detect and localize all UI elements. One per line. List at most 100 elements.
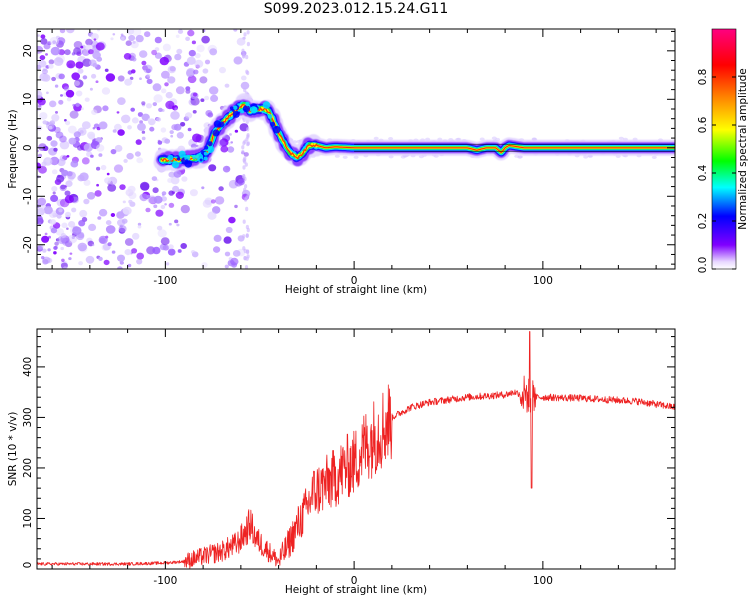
noise-blob: [136, 252, 144, 260]
noise-blob: [137, 112, 143, 117]
noise-blob: [160, 127, 167, 133]
noise-blob: [82, 58, 92, 67]
spectrogram-y-axis-label: Frequency (Hz): [7, 109, 19, 188]
noise-blob: [230, 141, 233, 144]
noise-blob: [65, 180, 73, 187]
signal-knot: [274, 125, 278, 129]
noise-blob: [227, 146, 235, 153]
noise-blob: [48, 235, 51, 239]
noise-blob: [83, 179, 91, 186]
y-tick-label: 100: [22, 508, 34, 528]
noise-blob: [242, 54, 246, 59]
noise-blob: [98, 121, 108, 130]
noise-blob: [388, 155, 394, 159]
noise-blob: [214, 196, 225, 205]
noise-blob: [234, 204, 238, 209]
noise-blob: [237, 178, 245, 186]
colorbar-label: Normalized spectral amplitude: [737, 68, 749, 229]
noise-blob: [161, 88, 167, 94]
noise-blob: [121, 114, 131, 124]
noise-blob: [168, 202, 175, 208]
noise-blob: [204, 95, 210, 101]
noise-blob: [77, 242, 88, 252]
noise-blob: [54, 241, 59, 246]
noise-blob: [180, 243, 187, 249]
noise-blob: [82, 75, 88, 80]
noise-blob: [53, 147, 58, 152]
x-tick-label: 0: [351, 275, 358, 287]
noise-blob: [165, 100, 175, 110]
noise-blob: [100, 164, 107, 171]
noise-blob: [87, 131, 96, 139]
noise-blob: [245, 206, 249, 212]
noise-blob: [96, 183, 99, 187]
noise-blob: [38, 60, 47, 68]
noise-blob: [228, 216, 236, 224]
noise-blob: [56, 213, 62, 219]
noise-blob: [186, 69, 195, 77]
noise-blob: [57, 158, 66, 167]
noise-blob: [88, 223, 97, 231]
noise-blob: [119, 260, 124, 265]
colorbar-tick-label: 0.8: [697, 69, 709, 86]
noise-blob: [131, 117, 139, 124]
noise-blob: [154, 52, 162, 59]
spectrogram-x-axis-label: Height of straight line (km): [285, 284, 427, 296]
signal-knot: [207, 141, 213, 147]
noise-blob: [58, 208, 63, 213]
noise-blob: [119, 184, 126, 191]
noise-blob: [51, 169, 58, 175]
noise-blob: [114, 123, 122, 131]
noise-blob: [85, 255, 95, 264]
noise-blob: [60, 94, 63, 97]
snr-panel: -100 0 100 0 100 200 300 400 Height of straight…: [7, 328, 676, 596]
y-tick-label: 20: [22, 44, 34, 57]
noise-blob: [92, 127, 96, 130]
noise-blob: [103, 259, 110, 266]
noise-blob: [151, 176, 158, 182]
noise-blob: [156, 117, 162, 122]
noise-blob: [160, 237, 170, 246]
y-tick-label: 0: [22, 562, 34, 569]
noise-blob: [69, 110, 79, 119]
noise-blob: [152, 102, 157, 107]
noise-blob: [139, 193, 149, 202]
noise-blob: [172, 185, 180, 193]
noise-blob: [58, 99, 64, 105]
noise-blob: [66, 60, 76, 69]
noise-blob: [114, 144, 123, 152]
noise-blob: [129, 201, 136, 207]
noise-blob: [59, 154, 67, 162]
noise-blob: [58, 73, 65, 80]
noise-blob: [45, 53, 48, 56]
noise-blob: [241, 149, 245, 155]
noise-blob: [44, 232, 48, 236]
noise-blob: [175, 34, 180, 38]
noise-blob: [91, 243, 95, 247]
noise-blob: [223, 236, 232, 244]
noise-blob: [60, 233, 67, 238]
noise-blob: [153, 94, 163, 103]
noise-blob: [219, 66, 226, 74]
noise-blob: [176, 48, 183, 55]
noise-blob: [72, 103, 76, 107]
noise-blob: [56, 174, 65, 183]
signal-knot: [213, 120, 222, 128]
colorbar-gradient: [711, 28, 737, 270]
y-tick-label: 400: [22, 357, 34, 377]
signal-knot: [167, 154, 174, 161]
noise-blob: [117, 219, 126, 227]
noise-blob: [192, 110, 197, 114]
noise-blob: [218, 186, 224, 192]
noise-blob: [137, 222, 142, 226]
noise-blob: [66, 29, 75, 34]
noise-blob: [194, 53, 201, 59]
noise-blob: [353, 155, 359, 159]
noise-blob: [66, 97, 72, 102]
noise-blob: [479, 137, 485, 141]
x-tick-label: 100: [533, 275, 553, 287]
noise-blob: [146, 74, 151, 78]
noise-blob: [117, 211, 123, 217]
noise-blob: [127, 263, 132, 268]
